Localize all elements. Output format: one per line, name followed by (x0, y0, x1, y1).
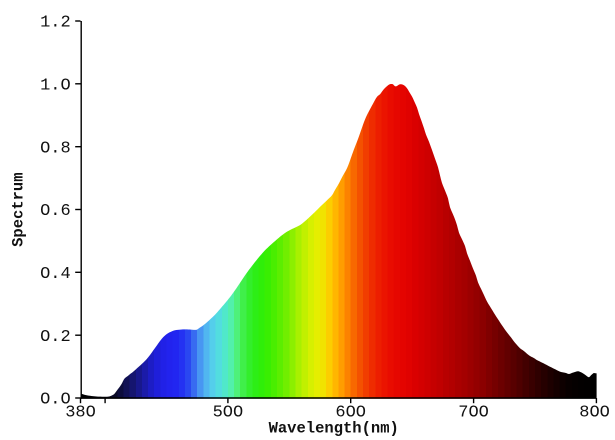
svg-text:1.O: 1.O (40, 76, 71, 95)
svg-text:7OO: 7OO (458, 404, 489, 423)
svg-text:O.8: O.8 (40, 139, 71, 158)
svg-text:O.O: O.O (40, 391, 71, 410)
svg-text:O.2: O.2 (40, 328, 71, 347)
svg-text:38O: 38O (65, 404, 96, 423)
svg-text:Wavelength(nm): Wavelength(nm) (269, 420, 399, 438)
svg-text:1.2: 1.2 (40, 14, 71, 33)
svg-text:O.6: O.6 (40, 202, 71, 221)
svg-text:O.4: O.4 (40, 265, 71, 284)
svg-text:6OO: 6OO (335, 404, 366, 423)
svg-text:Spectrum: Spectrum (10, 172, 28, 246)
svg-text:5OO: 5OO (213, 404, 244, 423)
svg-text:8OO: 8OO (579, 404, 610, 423)
